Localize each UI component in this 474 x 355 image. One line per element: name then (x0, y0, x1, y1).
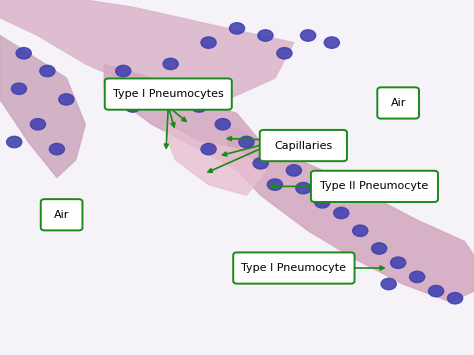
Polygon shape (0, 36, 85, 178)
Circle shape (59, 94, 74, 105)
Circle shape (173, 94, 188, 105)
Circle shape (40, 65, 55, 77)
Circle shape (277, 48, 292, 59)
Circle shape (381, 278, 396, 290)
Text: Type I Pneumocytes: Type I Pneumocytes (113, 89, 224, 99)
Circle shape (191, 101, 207, 112)
FancyBboxPatch shape (311, 171, 438, 202)
Circle shape (49, 143, 64, 155)
Text: Air: Air (54, 210, 69, 220)
Circle shape (410, 271, 425, 283)
Circle shape (372, 243, 387, 254)
Circle shape (11, 83, 27, 94)
Circle shape (267, 179, 283, 190)
Circle shape (286, 165, 301, 176)
Text: Type I Pneumocyte: Type I Pneumocyte (241, 263, 346, 273)
FancyBboxPatch shape (41, 199, 82, 230)
Circle shape (353, 225, 368, 236)
Circle shape (258, 30, 273, 41)
FancyBboxPatch shape (260, 130, 347, 161)
FancyBboxPatch shape (105, 78, 232, 110)
Circle shape (125, 101, 140, 112)
Polygon shape (228, 124, 474, 302)
Polygon shape (104, 64, 261, 170)
FancyBboxPatch shape (233, 252, 355, 284)
Polygon shape (0, 0, 294, 106)
Circle shape (144, 80, 159, 91)
Circle shape (315, 197, 330, 208)
Circle shape (201, 143, 216, 155)
Polygon shape (166, 124, 265, 195)
FancyBboxPatch shape (377, 87, 419, 119)
Circle shape (30, 119, 46, 130)
Circle shape (428, 285, 444, 297)
Circle shape (239, 136, 254, 148)
Circle shape (7, 136, 22, 148)
Text: Type II Pneumocyte: Type II Pneumocyte (320, 181, 428, 191)
Circle shape (116, 65, 131, 77)
Circle shape (447, 293, 463, 304)
Circle shape (324, 37, 339, 48)
Circle shape (229, 23, 245, 34)
Circle shape (215, 119, 230, 130)
Circle shape (253, 158, 268, 169)
Circle shape (163, 58, 178, 70)
Circle shape (301, 30, 316, 41)
Circle shape (296, 182, 311, 194)
Circle shape (201, 37, 216, 48)
Circle shape (334, 207, 349, 219)
Text: Air: Air (391, 98, 406, 108)
Circle shape (16, 48, 31, 59)
Text: Capillaries: Capillaries (274, 141, 332, 151)
Circle shape (391, 257, 406, 268)
